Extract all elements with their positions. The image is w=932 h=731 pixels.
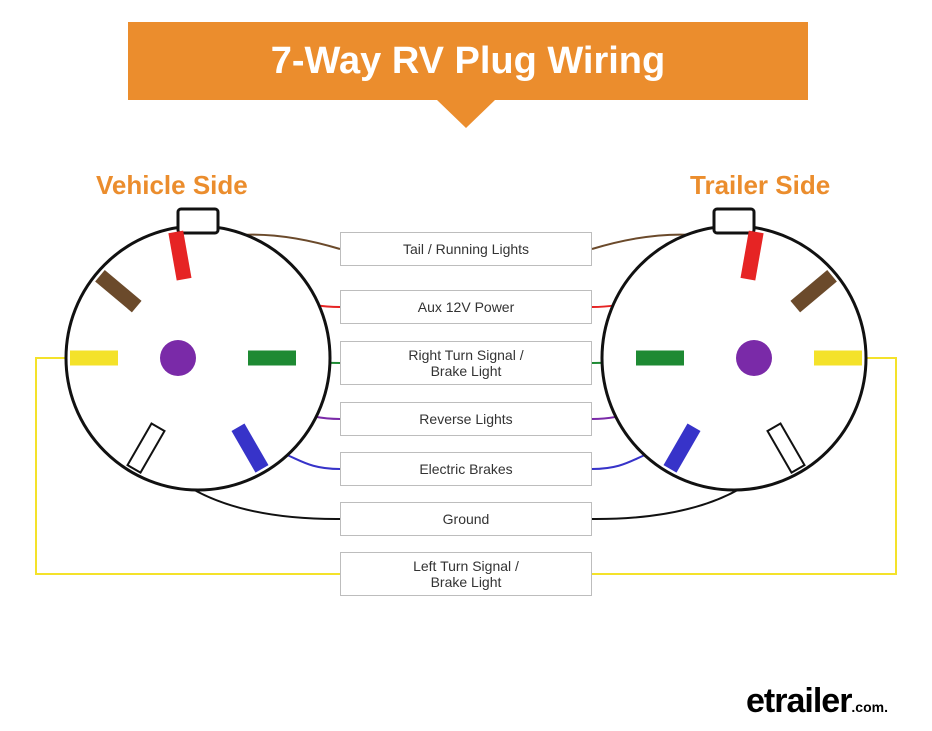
diagram-canvas: 7-Way RV Plug Wiring Vehicle Side Traile…: [0, 0, 932, 731]
vehicle-connector: [66, 209, 330, 490]
vehicle-pin-reverse: [160, 340, 196, 376]
trailer-pin-right: [636, 351, 684, 366]
trailer-pin-reverse: [736, 340, 772, 376]
function-box-ground: Ground: [340, 502, 592, 536]
trailer-connector: [602, 209, 866, 490]
trailer-pin-leftturn: [814, 351, 862, 366]
function-box-reverse: Reverse Lights: [340, 402, 592, 436]
brand-name: etrailer: [746, 682, 851, 720]
vehicle-pin-leftturn: [70, 351, 118, 366]
function-box-right: Right Turn Signal / Brake Light: [340, 341, 592, 385]
function-box-aux12v: Aux 12V Power: [340, 290, 592, 324]
brand-suffix: .com.: [851, 699, 888, 715]
vehicle-pin-right: [248, 351, 296, 366]
function-box-brakes: Electric Brakes: [340, 452, 592, 486]
brand-logo: etrailer.com.: [746, 682, 888, 721]
function-box-tail: Tail / Running Lights: [340, 232, 592, 266]
function-box-leftturn: Left Turn Signal / Brake Light: [340, 552, 592, 596]
